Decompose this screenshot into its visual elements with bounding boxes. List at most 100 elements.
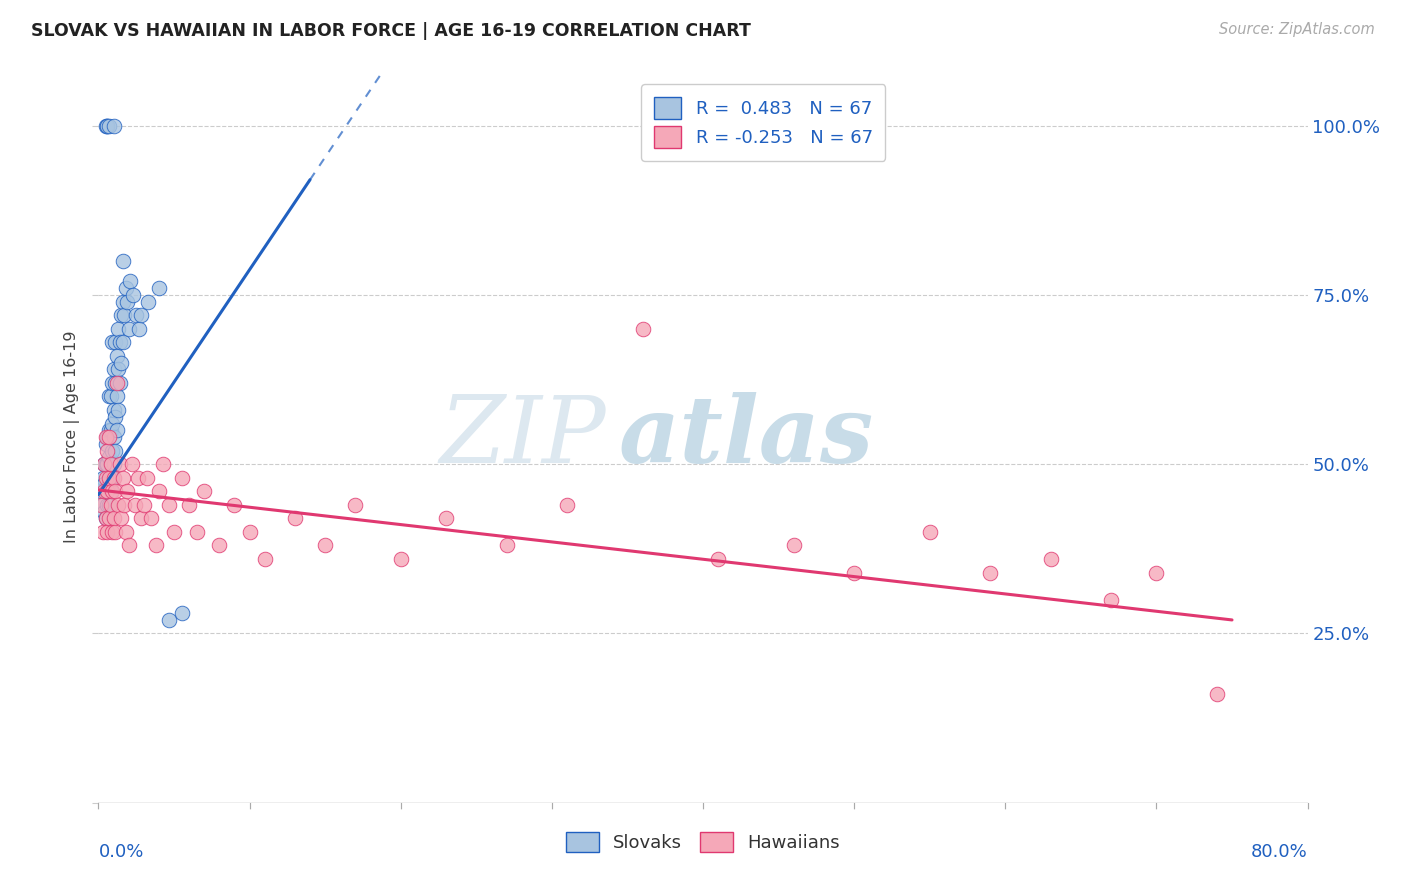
Point [94,119,117,133]
Point [111,294,134,309]
Point [101,471,124,485]
Point [110,355,132,369]
Point [107,322,129,336]
Point [107,362,129,376]
Point [104,376,127,390]
Point [555,498,578,512]
Point [979,566,1001,580]
Point [90,484,112,499]
Point [103,119,125,133]
Point [91,471,114,485]
Point [114,524,136,539]
Point [105,389,128,403]
Point [125,308,148,322]
Point [94,430,117,444]
Point [100,423,122,437]
Point [124,498,146,512]
Point [101,484,124,499]
Point [159,498,181,512]
Point [98,511,121,525]
Point [96,484,118,499]
Point [96,119,118,133]
Point [208,538,231,552]
Point [91,524,114,539]
Point [193,484,215,499]
Legend: Slovaks, Hawaiians: Slovaks, Hawaiians [560,824,846,860]
Point [96,498,118,512]
Point [1039,552,1062,566]
Point [112,308,135,322]
Point [108,457,131,471]
Point [314,538,336,552]
Point [118,538,141,552]
Point [107,403,129,417]
Text: SLOVAK VS HAWAIIAN IN LABOR FORCE | AGE 16-19 CORRELATION CHART: SLOVAK VS HAWAIIAN IN LABOR FORCE | AGE … [31,22,751,40]
Point [96,524,118,539]
Point [128,322,150,336]
Point [253,552,276,566]
Point [844,566,866,580]
Point [104,409,127,424]
Point [121,457,143,471]
Point [148,484,170,499]
Point [98,430,121,444]
Point [100,498,122,512]
Point [94,457,117,471]
Point [1144,566,1167,580]
Text: Source: ZipAtlas.com: Source: ZipAtlas.com [1219,22,1375,37]
Point [1206,688,1229,702]
Point [918,524,941,539]
Point [1099,592,1122,607]
Point [98,471,121,485]
Text: ZIP: ZIP [440,392,606,482]
Point [94,437,117,451]
Point [98,477,121,491]
Point [284,511,307,525]
Point [100,457,122,471]
Point [145,538,167,552]
Point [135,471,157,485]
Text: 0.0%: 0.0% [98,843,143,861]
Point [98,450,121,465]
Point [90,498,112,512]
Point [96,443,118,458]
Point [104,524,127,539]
Point [100,484,122,499]
Point [239,524,262,539]
Point [127,471,149,485]
Point [120,274,142,288]
Point [495,538,517,552]
Point [783,538,806,552]
Point [101,524,124,539]
Point [93,457,115,471]
Point [707,552,730,566]
Point [179,498,201,512]
Point [94,511,117,525]
Point [115,484,138,499]
Point [104,443,127,458]
Point [186,524,208,539]
Point [93,477,115,491]
Point [111,335,134,350]
Point [389,552,412,566]
Text: atlas: atlas [619,392,873,482]
Point [98,498,121,512]
Point [159,613,181,627]
Point [111,254,134,268]
Point [132,498,155,512]
Point [170,471,193,485]
Point [105,376,128,390]
Point [170,606,193,620]
Point [91,498,114,512]
Point [96,119,118,133]
Point [96,457,118,471]
Point [101,376,124,390]
Point [344,498,367,512]
Point [96,430,118,444]
Point [631,322,654,336]
Point [108,335,131,350]
Point [434,511,457,525]
Point [93,457,115,471]
Point [110,511,132,525]
Point [105,423,128,437]
